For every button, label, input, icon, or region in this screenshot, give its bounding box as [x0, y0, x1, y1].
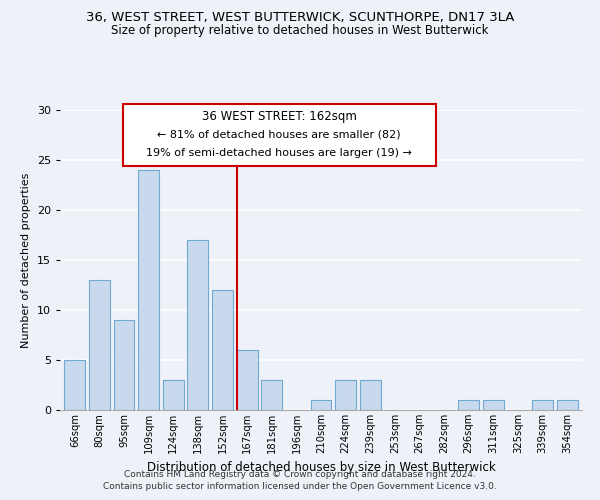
Text: Size of property relative to detached houses in West Butterwick: Size of property relative to detached ho…: [111, 24, 489, 37]
Bar: [212, 290, 233, 410]
Bar: [311, 400, 331, 410]
Bar: [532, 400, 553, 410]
Bar: [64, 360, 85, 410]
X-axis label: Distribution of detached houses by size in West Butterwick: Distribution of detached houses by size …: [146, 462, 496, 474]
Text: Contains public sector information licensed under the Open Government Licence v3: Contains public sector information licen…: [103, 482, 497, 491]
Bar: [236, 350, 257, 410]
Bar: [113, 320, 134, 410]
Bar: [261, 380, 282, 410]
Text: ← 81% of detached houses are smaller (82): ← 81% of detached houses are smaller (82…: [157, 130, 401, 140]
FancyBboxPatch shape: [122, 104, 436, 166]
Bar: [187, 240, 208, 410]
Bar: [458, 400, 479, 410]
Bar: [138, 170, 159, 410]
Text: 36, WEST STREET, WEST BUTTERWICK, SCUNTHORPE, DN17 3LA: 36, WEST STREET, WEST BUTTERWICK, SCUNTH…: [86, 11, 514, 24]
Bar: [557, 400, 578, 410]
Bar: [335, 380, 356, 410]
Text: Contains HM Land Registry data © Crown copyright and database right 2024.: Contains HM Land Registry data © Crown c…: [124, 470, 476, 479]
Bar: [483, 400, 504, 410]
Bar: [163, 380, 184, 410]
Y-axis label: Number of detached properties: Number of detached properties: [21, 172, 31, 348]
Bar: [89, 280, 110, 410]
Bar: [360, 380, 381, 410]
Text: 36 WEST STREET: 162sqm: 36 WEST STREET: 162sqm: [202, 110, 356, 123]
Text: 19% of semi-detached houses are larger (19) →: 19% of semi-detached houses are larger (…: [146, 148, 412, 158]
